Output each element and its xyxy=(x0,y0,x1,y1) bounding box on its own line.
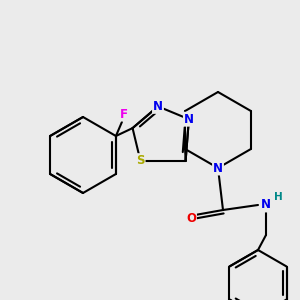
Text: H: H xyxy=(274,192,282,202)
Text: N: N xyxy=(213,161,223,175)
Text: O: O xyxy=(186,212,196,224)
Text: F: F xyxy=(120,107,128,121)
Text: N: N xyxy=(261,199,271,212)
Text: N: N xyxy=(184,113,194,126)
Text: S: S xyxy=(136,154,145,167)
Text: N: N xyxy=(153,100,163,113)
